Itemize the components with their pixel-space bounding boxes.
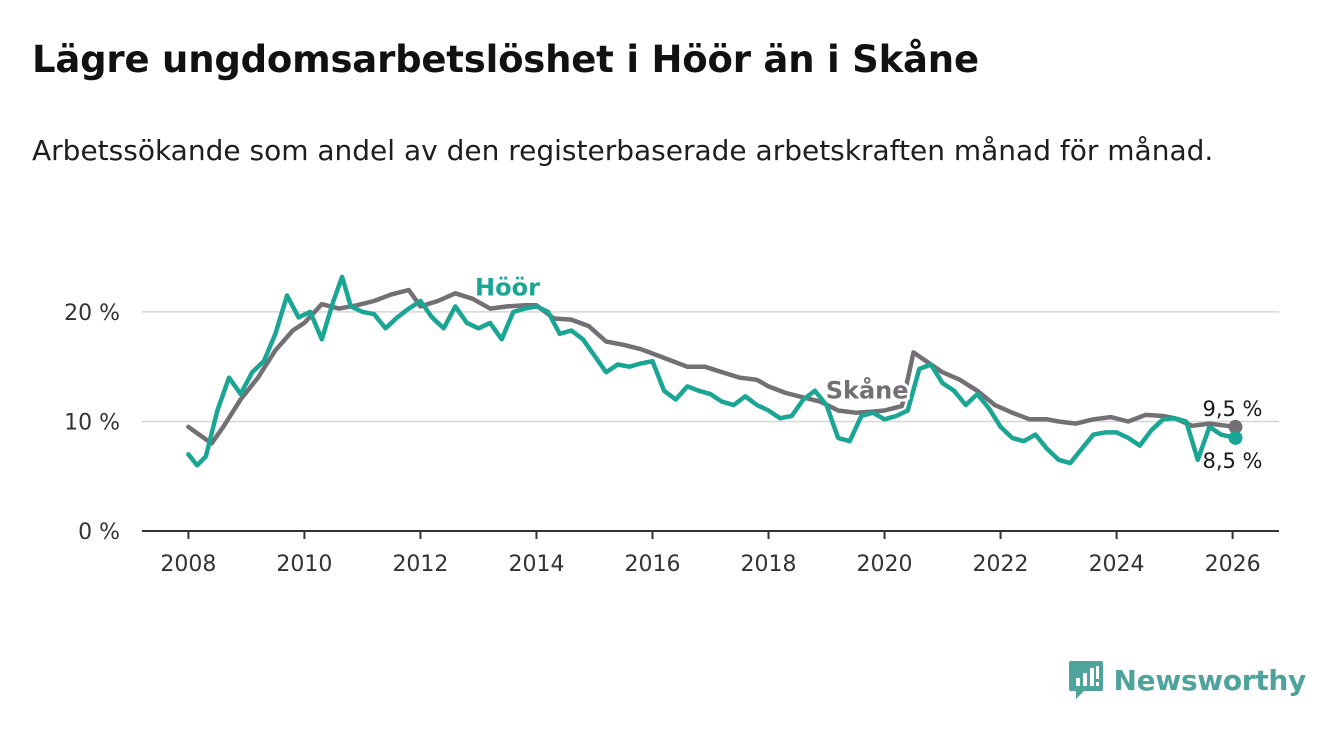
series-annotation-halo-skne: Skåne <box>826 375 909 404</box>
x-tick-label: 2024 <box>1089 552 1145 577</box>
x-tick-label: 2026 <box>1205 552 1261 577</box>
end-point-hr <box>1228 430 1243 445</box>
series-annotation-hr: Höör <box>475 273 540 301</box>
newsworthy-logo-icon <box>1068 661 1103 699</box>
axes: 0 % 10 % 20 % 2008 2010 2012 2014 2016 2018 2020 2… <box>64 301 1279 577</box>
end-point-skne <box>1228 419 1243 434</box>
x-tick-label: 2022 <box>973 552 1029 577</box>
x-tick-label: 2012 <box>392 552 448 577</box>
x-tick-label: 2020 <box>857 552 913 577</box>
series-lines <box>186 274 1243 468</box>
end-label-skane: 9,5 % <box>1202 397 1262 421</box>
x-tick-label: 2008 <box>160 552 216 577</box>
x-tick-label: 2014 <box>508 552 564 577</box>
series-annotation-halo-hr: Höör <box>475 273 540 301</box>
x-tick-label: 2018 <box>741 552 797 577</box>
newsworthy-logo-text: Newsworthy <box>1113 663 1307 697</box>
x-tick-label: 2010 <box>276 552 332 577</box>
series-line-skne <box>186 287 1238 446</box>
y-tick-label: 10 % <box>64 410 120 435</box>
series-annotation-skne: Skåne <box>826 375 909 404</box>
y-tick-label: 0 % <box>78 520 120 545</box>
chart-subtitle: Arbetssökande som andel av den registerb… <box>32 134 1214 167</box>
x-tick-label: 2016 <box>624 552 680 577</box>
chart-title: Lägre ungdomsarbetslöshet i Höör än i Sk… <box>32 38 979 81</box>
newsworthy-logo: Newsworthy <box>1068 659 1306 701</box>
end-label-hoor: 8,5 % <box>1202 449 1262 473</box>
series-line-hr <box>186 274 1238 468</box>
y-tick-label: 20 % <box>64 301 120 326</box>
